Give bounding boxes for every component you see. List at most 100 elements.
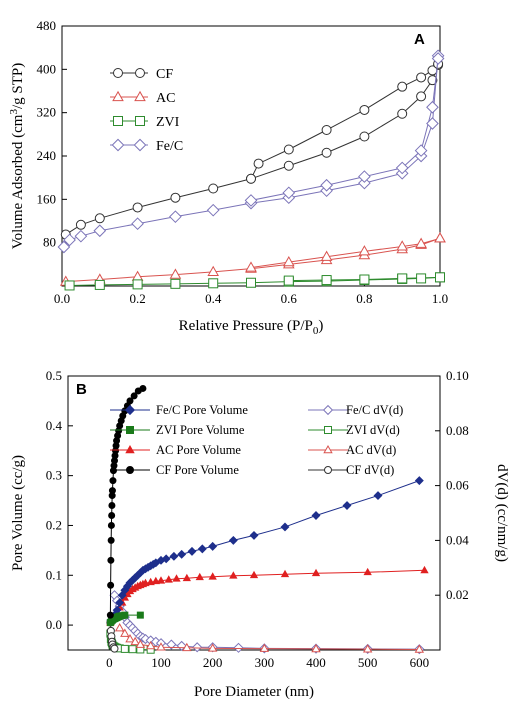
panel-b-fe-c-pore-volume-point (249, 530, 259, 540)
panel-b-ac-pore-volume-point (280, 569, 290, 578)
panel-a-zvi-adsorption-point (64, 280, 75, 291)
panel-b-fe-c-pore-volume-point (228, 535, 238, 545)
panel-a-y-tick-label: 160 (37, 191, 57, 206)
panel-a-cf-adsorption-line (65, 64, 439, 235)
panel-b-cf-pore-volume-point (106, 611, 114, 619)
panel-a-legend-fe-c-label: Fe/C (156, 139, 183, 154)
panel-b-ac-dv-d-point (311, 643, 321, 653)
panel-b-x-tick-label: 100 (151, 655, 171, 670)
panel-b-ac-dv-d-point (114, 623, 125, 632)
panel-b-fe-c-pore-volume-point (197, 544, 207, 554)
panel-a-legend-ac-marker (112, 90, 124, 102)
panel-a-ac-desorption-point (282, 255, 295, 267)
panel-a-cf-desorption-point (253, 158, 264, 169)
panel-b-fe-c-pore-volume-point (311, 511, 321, 520)
panel-a-fe-c-desorption-point (282, 186, 296, 200)
panel-a-x-tick-label: 1.0 (432, 291, 448, 306)
panel-b-zvi-dv-d-point (128, 645, 137, 654)
panel-a-legend-cf-marker (135, 68, 145, 78)
panel-a-cf-desorption-point (359, 104, 370, 115)
panel-b-ac-dv-d-point (207, 643, 218, 652)
panel-a-letter: A (414, 31, 425, 48)
panel-a-x-tick-label: 0.6 (281, 291, 298, 306)
panel-b-ac-dv-d-point (362, 644, 373, 653)
panel-a-legend-zvi-marker (113, 116, 123, 126)
panel-b-cf-pore-volume-point (130, 392, 138, 400)
panel-a-ac-desorption-line (250, 237, 441, 269)
panel-b-fe-c-pore-volume-point (115, 598, 125, 608)
panel-b-y-right-tick-label: 0.02 (446, 587, 469, 602)
panel-b-legend-fe-c-pore-volume-marker (124, 404, 136, 416)
panel-a-cf-adsorption-point (416, 91, 427, 102)
panel-a-zvi-desorption-point (397, 273, 408, 284)
panel-a-ac-desorption-point (415, 237, 427, 248)
panel-b-ac-pore-volume-point (195, 572, 204, 581)
panel-b-zvi-pore-volume-point (121, 611, 129, 619)
panel-a-ac-desorption-point (245, 261, 257, 272)
panel-b-ac-dv-d-point (135, 639, 146, 648)
panel-b-x-tick-label: 400 (306, 655, 326, 670)
panel-b-x-tick-label: 300 (255, 655, 275, 670)
panel-a-cf-adsorption-point (427, 75, 438, 86)
panel-b-y-right-tick-label: 0.04 (446, 532, 469, 547)
panel-b-y-right-tick-label: 0.06 (446, 478, 469, 493)
panel-a-fe-c-adsorption-point (206, 203, 220, 217)
panel-a-fe-c-adsorption-point (426, 117, 439, 130)
panel-b-ac-dv-d-point (182, 642, 192, 652)
panel-a-zvi-adsorption-point (246, 277, 256, 288)
panel-a-x-tick-label: 0.4 (205, 291, 222, 306)
panel-b-ac-pore-volume-point (164, 575, 173, 583)
panel-b-ac-pore-volume-point (182, 573, 191, 582)
panel-b-x-tick-label: 0 (106, 655, 113, 670)
panel-b-letter: B (76, 381, 87, 398)
panel-a-fe-c-desorption-point (244, 194, 258, 207)
panel-b-cf-pore-volume-point (107, 521, 115, 529)
panel-a-fe-c-adsorption-point (63, 233, 76, 247)
panel-a-fe-c-desorption-point (320, 178, 333, 192)
panel-b-legend-ac-pore-volume-label: AC Pore Volume (156, 443, 241, 457)
panel-a-ac-desorption-point (434, 232, 446, 243)
panel-b-legend-cf-pore-volume-label: CF Pore Volume (156, 463, 239, 477)
panel-a-x-tick-label: 0.0 (54, 291, 70, 306)
panel-a-fe-c-desorption-line (250, 58, 439, 201)
panel-b-x-tick-label: 600 (410, 655, 430, 670)
panel-a-fe-c-adsorption-point (358, 176, 371, 190)
panel-a-x-tick-label: 0.2 (129, 291, 145, 306)
panel-b-series (106, 384, 429, 655)
panel-a-fe-c-adsorption-point (57, 240, 71, 254)
panel-b-ac-dv-d-point (125, 633, 135, 643)
panel-a-x-axis-label: Relative Pressure (P/P0) (179, 318, 324, 337)
panel-a-zvi-desorption-point (283, 275, 294, 286)
panel-b-fe-c-pore-volume-point (414, 476, 424, 486)
panel-a-y-tick-label: 400 (37, 61, 57, 76)
panel-b-fe-c-pore-volume-point (373, 491, 383, 501)
panel-a-cf-desorption-line (250, 63, 439, 179)
panel-a-legend-zvi-marker (135, 116, 145, 126)
panel-a-legend-zvi-label: ZVI (156, 115, 180, 130)
panel-a-cf-adsorption-point (132, 202, 143, 213)
panel-b-cf-pore-volume-point (107, 556, 115, 564)
panel-b-fe-c-dv-d-point (233, 642, 244, 653)
panel-a-ac-desorption-point (320, 250, 333, 261)
panel-a-legend-ac-marker (134, 90, 146, 102)
panel-b-axes: 0 100 200 300 400 500 600 0.0 0.1 0.2 0.3 0.4 0.5 0.0… (46, 368, 470, 670)
panel-b-legend-fe-c-dv-d-label: Fe/C dV(d) (346, 403, 403, 417)
panel-b-ac-pore-volume-line (109, 569, 425, 623)
panel-a-fe-c-desorption-point (395, 161, 409, 175)
panel-a-cf-desorption-point (397, 81, 408, 92)
panel-b-y-right-axis-label: dV(d) (cc/nm/g) (494, 464, 510, 562)
panel-b-fe-c-pore-volume-point (177, 549, 187, 559)
panel-a-zvi-adsorption-point (170, 278, 181, 289)
panel-a-legend-cf-marker (113, 68, 123, 78)
panel-a-ac-adsorption-line (65, 237, 441, 283)
panel-a-cf-adsorption-point (208, 183, 219, 194)
panel-a-legend-ac-label: AC (156, 91, 175, 106)
panel-b-zvi-pore-volume-point (136, 611, 144, 619)
panel-a-ac-adsorption-point (131, 270, 144, 281)
panel-a-axes: 0.0 0.2 0.4 0.6 0.8 1.0 80 160 240 320 400 480 (37, 18, 449, 306)
panel-a-fe-c-adsorption-point (131, 217, 144, 231)
panel-b-legend-cf-dv-d-marker (324, 466, 332, 474)
panel-a-y-tick-label: 80 (43, 235, 56, 250)
panel-b-cf-pore-volume-point (108, 502, 116, 510)
panel-a-zvi-desorption-point (321, 275, 332, 286)
